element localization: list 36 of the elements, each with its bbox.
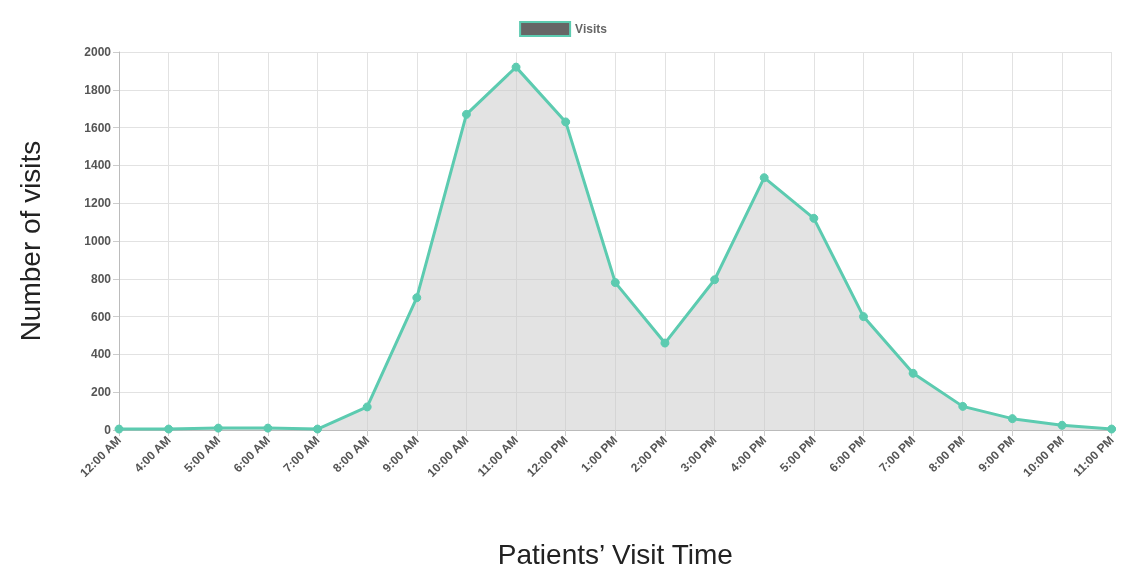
y-axis-title: Number of visits xyxy=(14,140,46,342)
point xyxy=(114,424,124,434)
point xyxy=(1107,424,1117,434)
point xyxy=(313,424,323,434)
y-tick-label: 0 xyxy=(104,423,112,437)
y-tick-label: 1600 xyxy=(84,120,112,135)
y-tick-label: 1200 xyxy=(84,196,112,211)
point xyxy=(461,109,471,119)
point xyxy=(511,62,521,72)
point xyxy=(561,117,571,127)
point xyxy=(710,275,720,285)
y-tick-label: 1800 xyxy=(84,82,112,97)
y-tick-label: 200 xyxy=(90,385,112,400)
x-tick-label: 4:00 PM xyxy=(727,433,770,475)
point xyxy=(1007,414,1017,424)
point xyxy=(213,423,223,433)
y-tick-label: 1000 xyxy=(84,234,112,248)
y-tick-label: 800 xyxy=(90,271,112,286)
point xyxy=(759,173,769,183)
point xyxy=(362,402,372,412)
y-tick-label: 2000 xyxy=(84,45,112,59)
point xyxy=(858,312,868,322)
point xyxy=(809,213,819,223)
point xyxy=(164,424,174,434)
point xyxy=(610,278,620,288)
point xyxy=(263,423,273,433)
y-tick-label: 600 xyxy=(90,309,112,324)
x-axis-title: Patients’ Visit Time xyxy=(497,538,733,570)
legend-label: Visits xyxy=(575,22,608,36)
point xyxy=(958,401,968,411)
point xyxy=(908,368,918,378)
y-tick-label: 400 xyxy=(90,347,112,362)
point xyxy=(1057,420,1067,430)
point xyxy=(412,293,422,303)
point xyxy=(660,338,670,348)
y-tick-label: 1400 xyxy=(84,158,112,173)
